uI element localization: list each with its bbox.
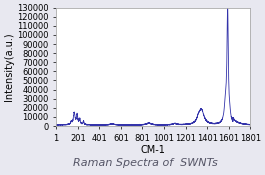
Y-axis label: Intensity(a.u.): Intensity(a.u.) bbox=[4, 33, 14, 101]
X-axis label: CM-1: CM-1 bbox=[141, 145, 166, 155]
Text: Raman Spectra of  SWNTs: Raman Spectra of SWNTs bbox=[73, 158, 218, 168]
